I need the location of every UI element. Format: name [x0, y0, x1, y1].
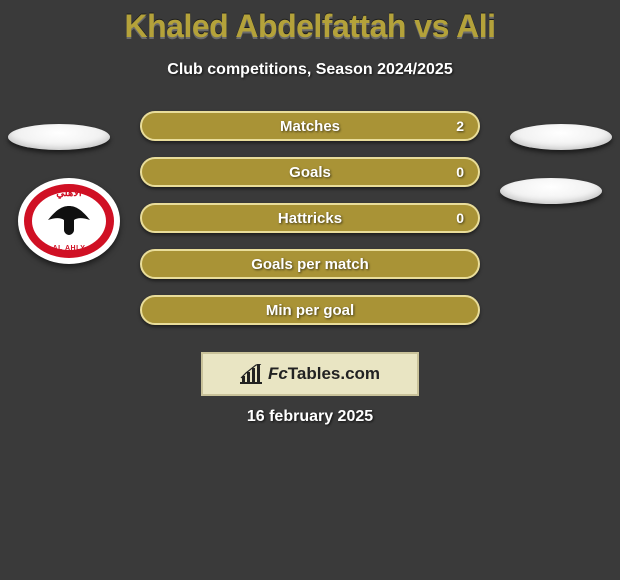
stat-label: Goals per match [251, 256, 369, 273]
stat-row: Matches 2 [0, 111, 620, 157]
stat-pill-goals-per-match: Goals per match [140, 249, 480, 279]
stat-pill-goals: Goals 0 [140, 157, 480, 187]
stat-row: Min per goal [0, 295, 620, 341]
stat-row: Goals 0 [0, 157, 620, 203]
stat-pill-matches: Matches 2 [140, 111, 480, 141]
subtitle: Club competitions, Season 2024/2025 [0, 61, 620, 79]
page-title: Khaled Abdelfattah vs Ali [0, 0, 620, 45]
stat-value: 0 [456, 210, 464, 226]
stat-row: Goals per match [0, 249, 620, 295]
brand-text: FcTables.com [268, 364, 380, 384]
stat-row: Hattricks 0 [0, 203, 620, 249]
bar-chart-icon [240, 364, 262, 384]
stat-label: Hattricks [278, 210, 342, 227]
stat-label: Goals [289, 164, 331, 181]
brand-box: FcTables.com [201, 352, 419, 396]
stats-list: Matches 2 Goals 0 Hattricks 0 Goals per … [0, 111, 620, 341]
stat-label: Min per goal [266, 302, 354, 319]
stat-pill-hattricks: Hattricks 0 [140, 203, 480, 233]
stat-value: 2 [456, 118, 464, 134]
date: 16 february 2025 [0, 408, 620, 426]
stat-value: 0 [456, 164, 464, 180]
stat-label: Matches [280, 118, 340, 135]
stat-pill-min-per-goal: Min per goal [140, 295, 480, 325]
